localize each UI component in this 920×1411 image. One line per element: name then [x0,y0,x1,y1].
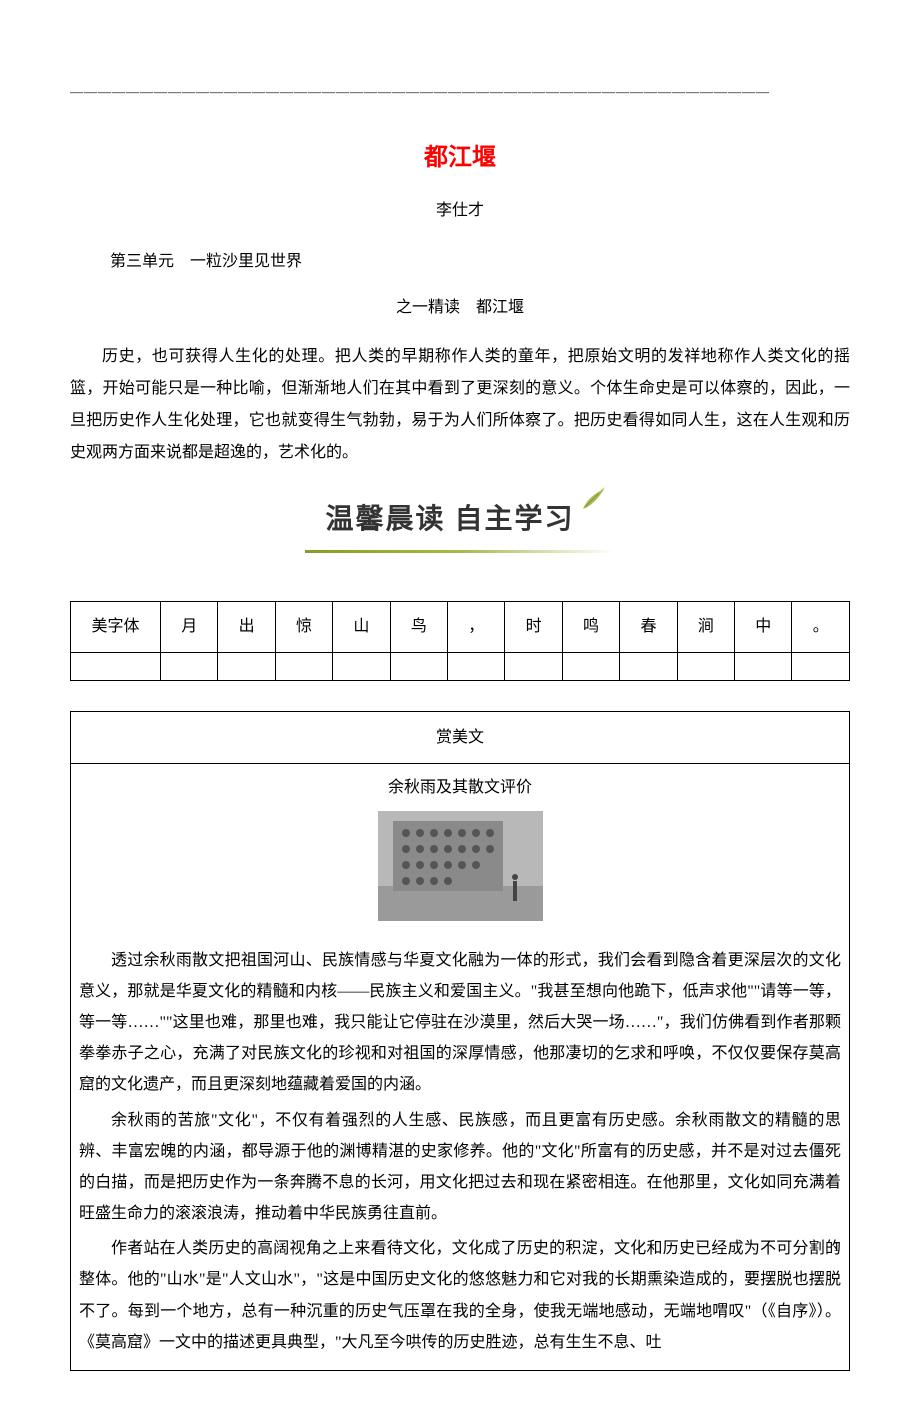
table-row: 余秋雨及其散文评价 [71,764,850,1371]
mogao-caves-image [378,811,543,921]
table-cell [620,653,677,681]
banner: 温馨晨读 自主学习 [305,489,614,550]
table-char-cell: 山 [333,601,390,652]
essay-paragraph: 透过余秋雨散文把祖国河山、民族情感与华夏文化融为一体的形式，我们会看到隐含着更深… [79,945,841,1101]
essay-content-cell: 余秋雨及其散文评价 [71,764,850,1371]
table-cell [218,653,275,681]
banner-underline [305,550,614,553]
banner-container: 温馨晨读 自主学习 [70,489,850,550]
table-cell [161,653,218,681]
essay-subheader: 余秋雨及其散文评价 [79,772,841,803]
table-char-cell: 出 [218,601,275,652]
table-cell [677,653,734,681]
table-cell [275,653,332,681]
table-char-cell: 鸟 [390,601,447,652]
table-cell [71,653,161,681]
essay-image-container [79,803,841,944]
table-char-cell: 鸣 [562,601,619,652]
table-char-cell: 时 [505,601,562,652]
table-char-cell: 中 [735,601,792,652]
page-title: 都江堰 [70,135,850,181]
table-char-cell: 月 [161,601,218,652]
table-row [71,653,850,681]
table-cell [735,653,792,681]
essay-paragraph: 作者站在人类历史的高阔视角之上来看待文化，文化成了历史的积淀，文化和历史已经成为… [79,1233,841,1358]
table-char-cell: 涧 [677,601,734,652]
essay-paragraph: 余秋雨的苦旅"文化"，不仅有着强烈的人生感、民族感，而且更富有历史感。余秋雨散文… [79,1105,841,1230]
table-row: 美字体 月出惊山鸟，时鸣春涧中。 [71,601,850,652]
table-cell [792,653,850,681]
essay-table: 赏美文 余秋雨及其散文评价 [70,711,850,1371]
table-char-cell: 惊 [275,601,332,652]
leaf-icon [579,485,607,513]
table-char-cell: 。 [792,601,850,652]
intro-paragraph: 历史，也可获得人生化的处理。把人类的早期称作人类的童年，把原始文明的发祥地称作人… [70,341,850,469]
banner-text: 温馨晨读 自主学习 [325,504,574,535]
page-number: 1 [833,1235,840,1262]
table-cell [333,653,390,681]
separator-line: ————————————————————————————————————————… [70,80,850,105]
unit-label: 第三单元 一粒沙里见世界 [70,247,850,277]
table-cell [505,653,562,681]
table-label-cell: 美字体 [71,601,161,652]
table-row: 赏美文 [71,712,850,764]
author-name: 李仕才 [70,196,850,226]
table-cell [390,653,447,681]
table-char-cell: ， [448,601,505,652]
table-char-cell: 春 [620,601,677,652]
table-cell [562,653,619,681]
subtitle: 之一精读 都江堰 [70,293,850,323]
character-table: 美字体 月出惊山鸟，时鸣春涧中。 [70,601,850,681]
essay-header: 赏美文 [71,712,850,764]
table-cell [448,653,505,681]
